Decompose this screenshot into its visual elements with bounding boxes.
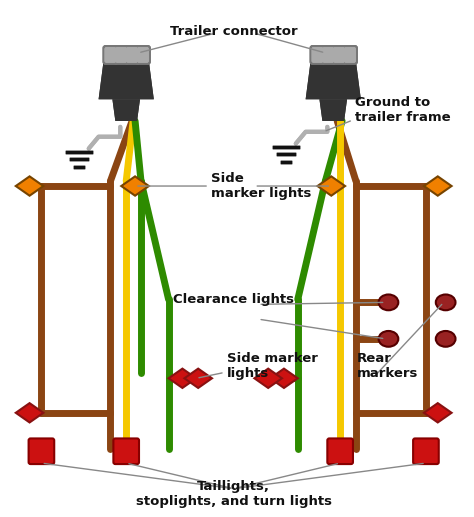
FancyBboxPatch shape <box>328 438 353 464</box>
FancyBboxPatch shape <box>342 45 358 65</box>
FancyBboxPatch shape <box>102 45 118 65</box>
FancyBboxPatch shape <box>344 47 356 63</box>
FancyBboxPatch shape <box>311 47 323 63</box>
FancyBboxPatch shape <box>113 45 129 65</box>
FancyBboxPatch shape <box>102 45 118 65</box>
Polygon shape <box>112 99 140 121</box>
Polygon shape <box>319 99 347 121</box>
FancyBboxPatch shape <box>331 45 347 65</box>
FancyBboxPatch shape <box>113 438 139 464</box>
Text: Trailer connector: Trailer connector <box>170 25 298 38</box>
Polygon shape <box>319 99 347 121</box>
FancyBboxPatch shape <box>115 47 127 63</box>
Polygon shape <box>16 176 44 196</box>
Polygon shape <box>112 99 140 121</box>
FancyBboxPatch shape <box>104 47 116 63</box>
Ellipse shape <box>436 331 456 347</box>
Polygon shape <box>270 369 298 388</box>
FancyBboxPatch shape <box>322 47 334 63</box>
Text: Side marker
lights: Side marker lights <box>227 353 318 381</box>
FancyBboxPatch shape <box>113 45 129 65</box>
Polygon shape <box>424 176 452 196</box>
FancyBboxPatch shape <box>137 47 149 63</box>
Text: Ground to
trailer frame: Ground to trailer frame <box>355 96 451 124</box>
Polygon shape <box>121 176 149 196</box>
Ellipse shape <box>379 331 398 347</box>
FancyBboxPatch shape <box>322 47 334 63</box>
FancyBboxPatch shape <box>28 438 54 464</box>
FancyBboxPatch shape <box>124 45 140 65</box>
Text: Clearance lights: Clearance lights <box>173 293 293 306</box>
Polygon shape <box>99 54 154 99</box>
Polygon shape <box>306 54 361 99</box>
FancyBboxPatch shape <box>135 45 151 65</box>
Polygon shape <box>16 403 44 422</box>
FancyBboxPatch shape <box>104 47 116 63</box>
Polygon shape <box>99 54 154 99</box>
FancyBboxPatch shape <box>126 47 138 63</box>
Text: Taillights,
stoplights, and turn lights: Taillights, stoplights, and turn lights <box>136 480 332 508</box>
FancyBboxPatch shape <box>331 45 347 65</box>
Polygon shape <box>169 369 196 388</box>
Text: Side
marker lights: Side marker lights <box>211 172 311 200</box>
Text: Rear
markers: Rear markers <box>357 353 418 381</box>
FancyBboxPatch shape <box>126 47 138 63</box>
FancyBboxPatch shape <box>333 47 345 63</box>
Ellipse shape <box>436 295 456 310</box>
FancyBboxPatch shape <box>137 47 149 63</box>
FancyBboxPatch shape <box>344 47 356 63</box>
Polygon shape <box>318 176 345 196</box>
FancyBboxPatch shape <box>124 45 140 65</box>
FancyBboxPatch shape <box>320 45 336 65</box>
FancyBboxPatch shape <box>311 47 323 63</box>
FancyBboxPatch shape <box>320 45 336 65</box>
FancyBboxPatch shape <box>333 47 345 63</box>
FancyBboxPatch shape <box>310 45 325 65</box>
FancyBboxPatch shape <box>342 45 358 65</box>
Polygon shape <box>184 369 212 388</box>
FancyBboxPatch shape <box>413 438 439 464</box>
Polygon shape <box>306 54 361 99</box>
Polygon shape <box>424 403 452 422</box>
FancyBboxPatch shape <box>115 47 127 63</box>
Polygon shape <box>255 369 282 388</box>
FancyBboxPatch shape <box>135 45 151 65</box>
FancyBboxPatch shape <box>310 45 325 65</box>
Ellipse shape <box>379 295 398 310</box>
